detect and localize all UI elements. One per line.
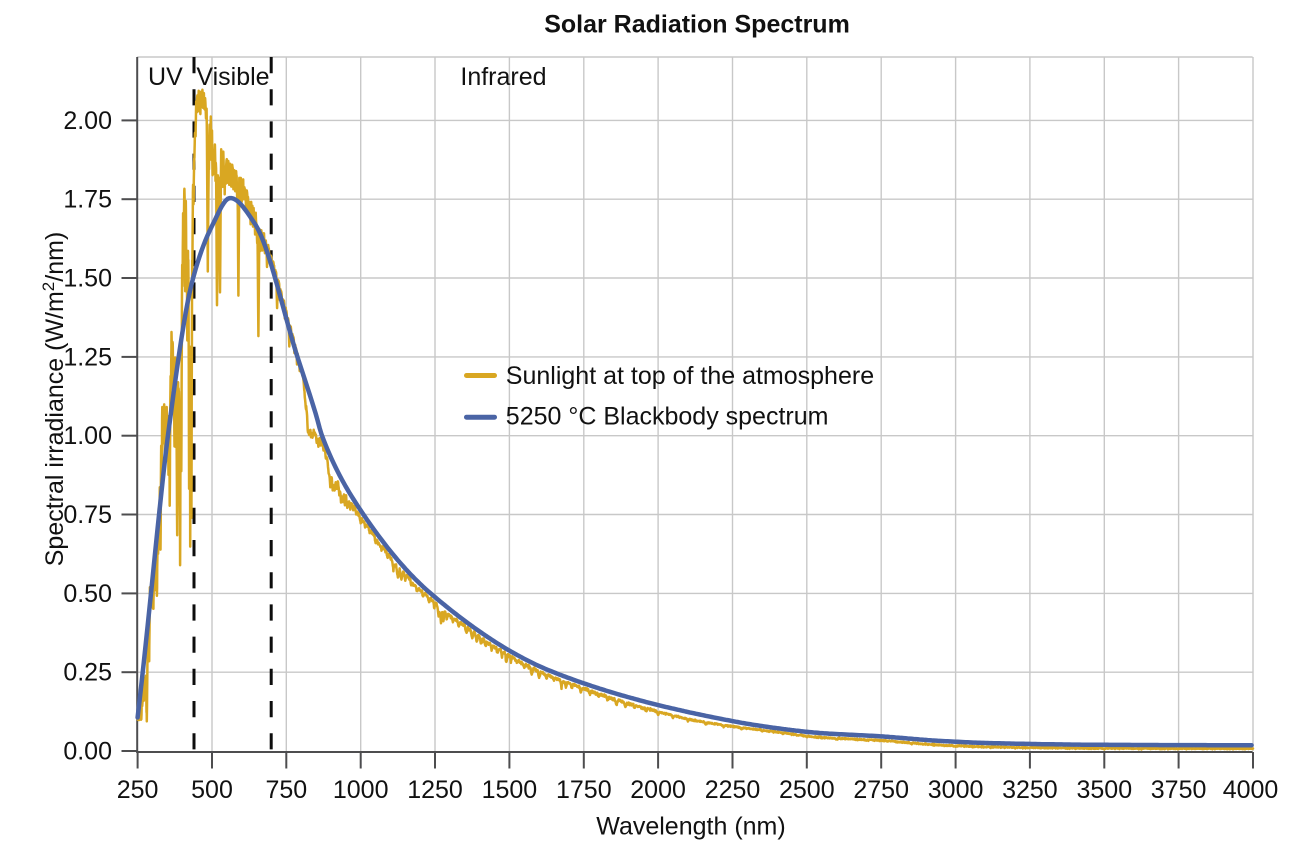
svg-text:Sunlight at top of the atmosph: Sunlight at top of the atmosphere	[506, 362, 874, 390]
svg-text:2750: 2750	[853, 776, 909, 804]
svg-text:Infrared: Infrared	[460, 63, 546, 91]
svg-text:1.00: 1.00	[63, 422, 112, 450]
svg-text:1.25: 1.25	[63, 343, 112, 371]
svg-text:Spectral irradiance (W/m2/nm): Spectral irradiance (W/m2/nm)	[39, 232, 69, 567]
svg-text:3750: 3750	[1151, 776, 1207, 804]
svg-text:1500: 1500	[482, 776, 538, 804]
svg-text:5250 °C Blackbody spectrum: 5250 °C Blackbody spectrum	[506, 403, 829, 431]
svg-text:1000: 1000	[333, 776, 389, 804]
svg-text:500: 500	[191, 776, 233, 804]
svg-text:0.25: 0.25	[63, 659, 112, 687]
svg-text:1.75: 1.75	[63, 186, 112, 214]
svg-text:2000: 2000	[630, 776, 686, 804]
svg-text:3500: 3500	[1076, 776, 1132, 804]
svg-text:UV: UV	[148, 63, 183, 91]
svg-text:1.50: 1.50	[63, 265, 112, 293]
svg-text:2.00: 2.00	[63, 107, 112, 135]
svg-text:1750: 1750	[556, 776, 612, 804]
svg-text:2500: 2500	[779, 776, 835, 804]
svg-text:250: 250	[117, 776, 159, 804]
svg-text:4000: 4000	[1223, 776, 1279, 804]
svg-text:Solar Radiation Spectrum: Solar Radiation Spectrum	[544, 10, 850, 38]
svg-text:0.75: 0.75	[63, 501, 112, 529]
svg-text:Visible: Visible	[196, 63, 269, 91]
svg-text:Wavelength (nm): Wavelength (nm)	[596, 813, 785, 841]
svg-text:0.00: 0.00	[63, 738, 112, 766]
svg-text:3250: 3250	[1002, 776, 1058, 804]
svg-text:3000: 3000	[928, 776, 984, 804]
svg-text:1250: 1250	[407, 776, 463, 804]
svg-text:0.50: 0.50	[63, 580, 112, 608]
svg-text:2250: 2250	[705, 776, 761, 804]
svg-text:750: 750	[265, 776, 307, 804]
